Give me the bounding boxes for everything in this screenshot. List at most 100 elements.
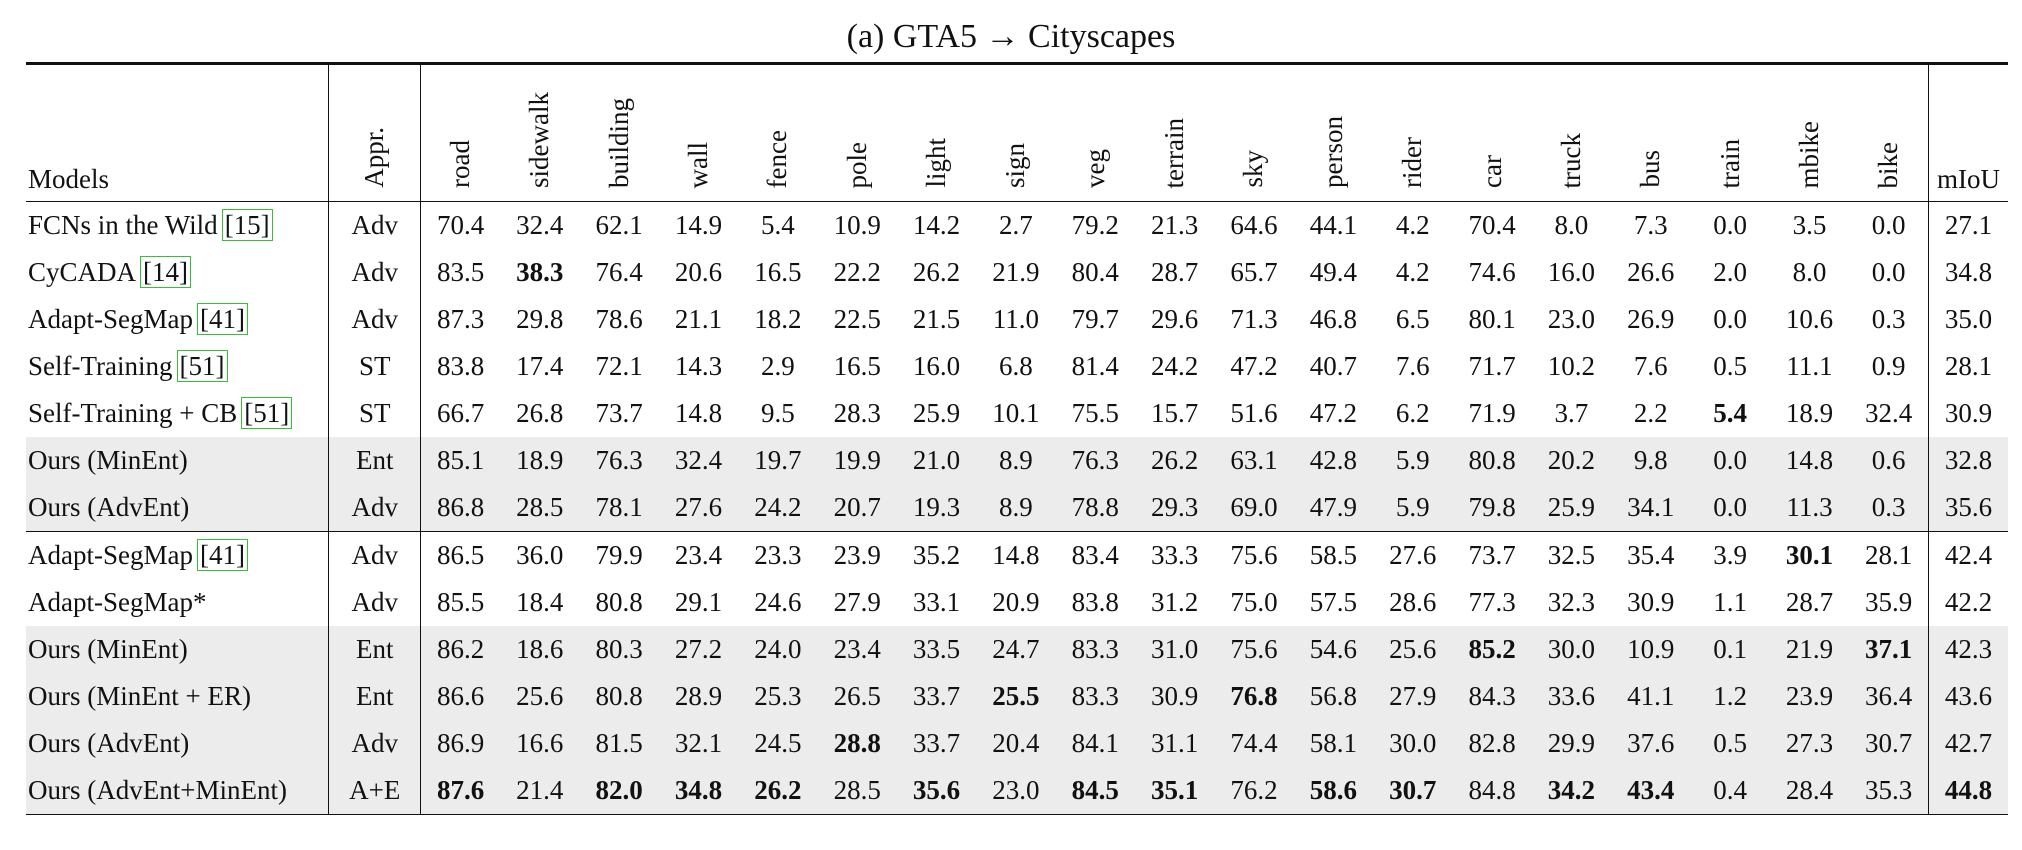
header-class-road: road [420,64,501,202]
score-cell-sky: 65.7 [1230,257,1278,287]
results-table-wrapper: Models Appr. road sidewalk building wall fence… [26,62,2008,815]
score-cell-sign: 21.9 [992,257,1040,287]
header-class-mbike: mbike [1769,64,1850,202]
model-name-cell: Self-Training [51] [26,343,330,390]
score-cell-pole: 19.9 [817,437,897,484]
score-cell-sidewalk: 18.6 [500,626,580,673]
score-cell-train: 0.5 [1690,720,1770,767]
score-cell-person: 58.5 [1293,531,1374,579]
table-row: Ours (AdvEnt) Adv 86.9 16.6 81.5 32.1 24.5 28.8… [26,720,2008,767]
score-cell-truck: 16.0 [1547,257,1596,287]
score-cell-car: 71.7 [1468,351,1516,381]
score-cell-light: 19.3 [896,484,977,532]
score-cell-train: 0.1 [1690,626,1770,673]
model-name-cell: Ours (MinEnt + ER) [26,673,330,720]
model-name-cell: Ours (AdvEnt+MinEnt) [26,767,330,815]
score-cell-wall: 29.1 [674,587,723,617]
results-table: Models Appr. road sidewalk building wall fence… [26,62,2008,815]
score-cell-veg: 83.8 [1071,587,1119,617]
header-class-sign: sign [976,64,1056,202]
score-cell-sign: 25.5 [976,673,1056,720]
score-cell-car: 84.8 [1452,767,1532,815]
score-cell-terrain: 21.3 [1151,210,1199,240]
score-cell-sign: 10.1 [992,398,1040,428]
score-cell-sidewalk: 36.0 [500,531,580,579]
model-name: Ours (MinEnt + ER) [28,681,251,711]
score-cell-bus: 43.4 [1611,767,1691,815]
header-models: Models [26,64,330,202]
score-cell-rider: 28.6 [1389,587,1437,617]
miou-cell: 42.2 [1944,587,1993,617]
citation-link[interactable]: [51] [176,350,228,382]
score-cell-road: 66.7 [437,398,485,428]
score-cell-fence: 19.7 [738,437,818,484]
score-cell-car: 85.2 [1452,626,1532,673]
score-cell-truck: 25.9 [1531,484,1612,532]
score-cell-wall: 23.4 [658,531,739,579]
score-cell-road: 86.5 [420,531,501,579]
score-cell-mbike: 18.9 [1785,398,1834,428]
score-cell-train: 3.9 [1690,531,1770,579]
model-name: Ours (AdvEnt) [28,492,190,522]
score-cell-light: 35.6 [896,767,977,815]
score-cell-truck: 10.2 [1547,351,1596,381]
appr-cell: ST [328,343,422,390]
score-cell-fence: 16.5 [754,257,802,287]
citation-link[interactable]: [15] [221,209,273,241]
score-cell-terrain: 29.6 [1151,304,1199,334]
miou-cell: 30.9 [1944,398,1993,428]
score-cell-bus: 10.9 [1611,626,1691,673]
score-cell-car: 73.7 [1452,531,1532,579]
score-cell-mbike: 23.9 [1769,673,1850,720]
score-cell-fence: 2.9 [760,351,795,381]
model-name-cell: Ours (MinEnt) [26,437,330,484]
score-cell-person: 42.8 [1293,437,1374,484]
citation-link[interactable]: [14] [140,256,191,288]
score-cell-building: 62.1 [595,210,643,240]
model-name-cell: Adapt-SegMap [41] [26,296,330,343]
score-cell-train: 0.0 [1713,304,1748,334]
score-cell-building: 76.4 [595,257,643,287]
score-cell-road: 85.1 [420,437,501,484]
score-cell-car: 74.6 [1468,257,1516,287]
score-cell-person: 54.6 [1293,626,1374,673]
score-cell-train: 5.4 [1713,398,1748,428]
score-cell-train: 0.0 [1713,210,1748,240]
score-cell-truck: 23.0 [1547,304,1596,334]
citation-link[interactable]: [41] [196,303,248,335]
score-cell-terrain: 24.2 [1151,351,1199,381]
score-cell-train: 0.0 [1690,437,1770,484]
score-cell-sign: 23.0 [976,767,1056,815]
score-cell-car: 80.8 [1452,437,1532,484]
score-cell-pole: 20.7 [817,484,897,532]
model-name: CyCADA [28,257,137,287]
score-cell-building: 80.8 [579,673,659,720]
score-cell-truck: 32.3 [1547,587,1596,617]
score-cell-fence: 23.3 [738,531,818,579]
citation-link[interactable]: [51] [241,397,293,429]
score-cell-pole: 28.8 [817,720,897,767]
model-name-cell: Ours (MinEnt) [26,626,330,673]
score-cell-fence: 5.4 [760,210,795,240]
score-cell-terrain: 28.7 [1151,257,1199,287]
score-cell-road: 86.6 [420,673,501,720]
header-class-sky: sky [1214,64,1294,202]
score-cell-bike: 0.3 [1849,484,1930,532]
header-class-wall: wall [658,64,739,202]
score-cell-sign: 11.0 [992,304,1040,334]
score-cell-person: 44.1 [1309,210,1357,240]
header-class-building: building [579,64,659,202]
citation-link[interactable]: [41] [196,539,248,571]
score-cell-mbike: 8.0 [1792,257,1827,287]
appr-cell: Adv [328,531,422,579]
score-cell-pole: 10.9 [833,210,881,240]
score-cell-bike: 30.7 [1849,720,1930,767]
score-cell-wall: 32.1 [658,720,739,767]
score-cell-mbike: 21.9 [1769,626,1850,673]
score-cell-bus: 9.8 [1611,437,1691,484]
score-cell-rider: 27.9 [1373,673,1453,720]
score-cell-pole: 22.2 [833,257,881,287]
score-cell-bus: 41.1 [1611,673,1691,720]
score-cell-light: 14.2 [912,210,961,240]
model-name: Ours (MinEnt) [28,445,188,475]
